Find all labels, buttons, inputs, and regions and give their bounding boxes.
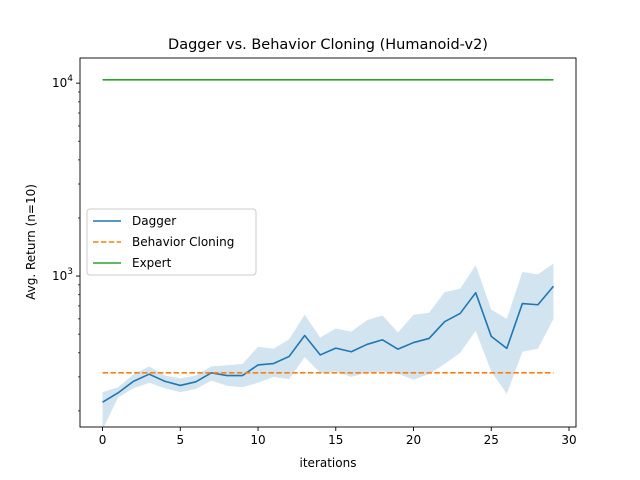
- plot-content: [102, 79, 555, 427]
- x-tick-label: 5: [176, 433, 184, 447]
- x-tick-label: 25: [484, 433, 499, 447]
- legend-label-0: Dagger: [132, 214, 176, 228]
- x-tick-label: 30: [561, 433, 576, 447]
- axes-frame: [79, 57, 577, 428]
- y-tick-exponent: 4: [67, 74, 73, 84]
- x-tick-label: 10: [250, 433, 265, 447]
- x-tick-label: 20: [406, 433, 421, 447]
- y-tick-exponent: 3: [67, 267, 73, 277]
- legend-box: [86, 208, 257, 276]
- y-tick-base: 10: [52, 269, 67, 283]
- legend-label-1: Behavior Cloning: [132, 235, 234, 249]
- x-tick-label: 0: [99, 433, 107, 447]
- y-tick-label: 103: [52, 267, 73, 283]
- y-tick-label: 104: [52, 74, 73, 90]
- y-axis-label: Avg. Return (n=10): [24, 184, 38, 300]
- axes: [79, 57, 577, 428]
- series-line-0: [102, 285, 555, 403]
- x-tick-label: 15: [328, 433, 343, 447]
- plot-area: [102, 79, 555, 427]
- chart-title: Dagger vs. Behavior Cloning (Humanoid-v2…: [168, 37, 488, 53]
- x-axis-label: iterations: [300, 456, 357, 470]
- y-tick-base: 10: [52, 76, 67, 90]
- series-band-0: [102, 263, 554, 427]
- legend: Dagger Behavior Cloning Expert: [86, 208, 257, 276]
- legend-label-2: Expert: [132, 256, 172, 270]
